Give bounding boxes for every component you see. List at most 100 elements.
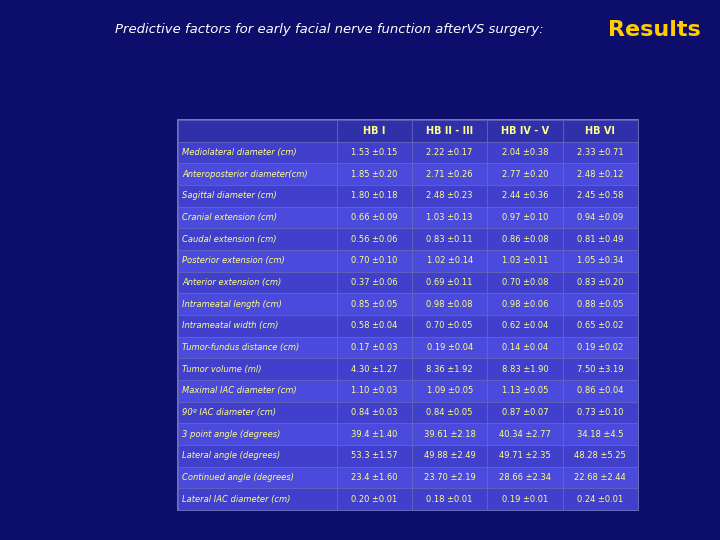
Text: Tumor volume (ml): Tumor volume (ml) [182, 364, 261, 374]
Text: 4.30 ±1.27: 4.30 ±1.27 [351, 364, 397, 374]
Bar [178, 250, 638, 272]
Text: 0.70 ±0.10: 0.70 ±0.10 [351, 256, 397, 265]
Text: Posterior extension (cm): Posterior extension (cm) [182, 256, 284, 265]
Text: Lateral angle (degrees): Lateral angle (degrees) [182, 451, 280, 460]
Text: 0.98 ±0.08: 0.98 ±0.08 [426, 300, 473, 309]
Bar [178, 120, 638, 510]
Text: 1.80 ±0.18: 1.80 ±0.18 [351, 191, 397, 200]
Text: 1.05 ±0.34: 1.05 ±0.34 [577, 256, 624, 265]
Text: 0.85 ±0.05: 0.85 ±0.05 [351, 300, 397, 309]
Text: 0.66 ±0.09: 0.66 ±0.09 [351, 213, 397, 222]
Text: 0.65 ±0.02: 0.65 ±0.02 [577, 321, 624, 330]
Text: 39.61 ±2.18: 39.61 ±2.18 [424, 430, 476, 438]
Text: 1.10 ±0.03: 1.10 ±0.03 [351, 386, 397, 395]
Text: Sagittal diameter (cm): Sagittal diameter (cm) [182, 191, 276, 200]
Text: Intrameatal length (cm): Intrameatal length (cm) [182, 300, 282, 309]
Text: 90º IAC diameter (cm): 90º IAC diameter (cm) [182, 408, 276, 417]
Text: 1.03 ±0.13: 1.03 ±0.13 [426, 213, 473, 222]
Text: Lateral IAC diameter (cm): Lateral IAC diameter (cm) [182, 495, 290, 504]
Text: 2.48 ±0.23: 2.48 ±0.23 [426, 191, 473, 200]
Bar [178, 120, 638, 141]
Bar [178, 272, 638, 293]
Text: HB II - III: HB II - III [426, 126, 473, 136]
Text: 0.87 ±0.07: 0.87 ±0.07 [502, 408, 549, 417]
Bar [178, 315, 638, 336]
Bar [178, 423, 638, 445]
Bar [178, 467, 638, 488]
Text: 1.85 ±0.20: 1.85 ±0.20 [351, 170, 397, 179]
Text: Continued angle (degrees): Continued angle (degrees) [182, 473, 294, 482]
Text: HB VI: HB VI [585, 126, 616, 136]
Text: 39.4 ±1.40: 39.4 ±1.40 [351, 430, 397, 438]
Text: HB IV - V: HB IV - V [501, 126, 549, 136]
Text: 8.83 ±1.90: 8.83 ±1.90 [502, 364, 549, 374]
Text: 0.73 ±0.10: 0.73 ±0.10 [577, 408, 624, 417]
Text: Intrameatal width (cm): Intrameatal width (cm) [182, 321, 279, 330]
Bar [178, 445, 638, 467]
Text: 0.62 ±0.04: 0.62 ±0.04 [502, 321, 548, 330]
Text: 2.48 ±0.12: 2.48 ±0.12 [577, 170, 624, 179]
Text: 2.45 ±0.58: 2.45 ±0.58 [577, 191, 624, 200]
Text: 53.3 ±1.57: 53.3 ±1.57 [351, 451, 397, 460]
Text: Tumor-fundus distance (cm): Tumor-fundus distance (cm) [182, 343, 300, 352]
Text: 1.02 ±0.14: 1.02 ±0.14 [426, 256, 473, 265]
Text: 1.53 ±0.15: 1.53 ±0.15 [351, 148, 397, 157]
Text: Anterior extension (cm): Anterior extension (cm) [182, 278, 282, 287]
Text: 0.24 ±0.01: 0.24 ±0.01 [577, 495, 624, 504]
Text: 0.69 ±0.11: 0.69 ±0.11 [426, 278, 473, 287]
Text: 2.44 ±0.36: 2.44 ±0.36 [502, 191, 548, 200]
Bar [178, 293, 638, 315]
Text: 0.86 ±0.04: 0.86 ±0.04 [577, 386, 624, 395]
Text: 0.56 ±0.06: 0.56 ±0.06 [351, 235, 397, 244]
Text: HB I: HB I [363, 126, 385, 136]
Text: 0.20 ±0.01: 0.20 ±0.01 [351, 495, 397, 504]
Bar [178, 207, 638, 228]
Text: 23.70 ±2.19: 23.70 ±2.19 [424, 473, 476, 482]
Text: 23.4 ±1.60: 23.4 ±1.60 [351, 473, 397, 482]
Text: Results: Results [608, 20, 701, 40]
Bar [178, 488, 638, 510]
Text: 3 point angle (degrees): 3 point angle (degrees) [182, 430, 280, 438]
Text: 0.19 ±0.04: 0.19 ±0.04 [426, 343, 473, 352]
Text: 8.36 ±1.92: 8.36 ±1.92 [426, 364, 473, 374]
Bar [178, 380, 638, 402]
Text: 0.58 ±0.04: 0.58 ±0.04 [351, 321, 397, 330]
Text: Caudal extension (cm): Caudal extension (cm) [182, 235, 276, 244]
Text: 0.37 ±0.06: 0.37 ±0.06 [351, 278, 397, 287]
Text: 2.71 ±0.26: 2.71 ±0.26 [426, 170, 473, 179]
Text: 7.50 ±3.19: 7.50 ±3.19 [577, 364, 624, 374]
Bar [178, 141, 638, 163]
Text: 0.70 ±0.08: 0.70 ±0.08 [502, 278, 548, 287]
Text: Anteroposterior diameter(cm): Anteroposterior diameter(cm) [182, 170, 307, 179]
Text: 2.04 ±0.38: 2.04 ±0.38 [502, 148, 548, 157]
Text: 2.77 ±0.20: 2.77 ±0.20 [502, 170, 548, 179]
Text: 2.22 ±0.17: 2.22 ±0.17 [426, 148, 473, 157]
Text: Cranial extension (cm): Cranial extension (cm) [182, 213, 277, 222]
Text: 0.19 ±0.01: 0.19 ±0.01 [502, 495, 548, 504]
Text: 0.83 ±0.20: 0.83 ±0.20 [577, 278, 624, 287]
Text: 0.14 ±0.04: 0.14 ±0.04 [502, 343, 548, 352]
Text: Predictive factors for early facial nerve function afterVS surgery:: Predictive factors for early facial nerv… [115, 24, 548, 37]
Text: 0.84 ±0.03: 0.84 ±0.03 [351, 408, 397, 417]
Text: 2.33 ±0.71: 2.33 ±0.71 [577, 148, 624, 157]
Text: 1.03 ±0.11: 1.03 ±0.11 [502, 256, 548, 265]
Bar [178, 185, 638, 207]
Text: 22.68 ±2.44: 22.68 ±2.44 [575, 473, 626, 482]
Text: 48.28 ±5.25: 48.28 ±5.25 [575, 451, 626, 460]
Bar [178, 359, 638, 380]
Text: Maximal IAC diameter (cm): Maximal IAC diameter (cm) [182, 386, 297, 395]
Text: 0.98 ±0.06: 0.98 ±0.06 [502, 300, 548, 309]
Bar [178, 402, 638, 423]
Text: 0.81 ±0.49: 0.81 ±0.49 [577, 235, 624, 244]
Text: 40.34 ±2.77: 40.34 ±2.77 [499, 430, 551, 438]
Text: 49.71 ±2.35: 49.71 ±2.35 [499, 451, 551, 460]
Text: 0.18 ±0.01: 0.18 ±0.01 [426, 495, 473, 504]
Text: 0.97 ±0.10: 0.97 ±0.10 [502, 213, 548, 222]
Text: 0.86 ±0.08: 0.86 ±0.08 [502, 235, 549, 244]
Text: 1.09 ±0.05: 1.09 ±0.05 [426, 386, 473, 395]
Text: 0.94 ±0.09: 0.94 ±0.09 [577, 213, 624, 222]
Bar [178, 228, 638, 250]
Text: 1.13 ±0.05: 1.13 ±0.05 [502, 386, 548, 395]
Text: 0.70 ±0.05: 0.70 ±0.05 [426, 321, 473, 330]
Text: 0.17 ±0.03: 0.17 ±0.03 [351, 343, 397, 352]
